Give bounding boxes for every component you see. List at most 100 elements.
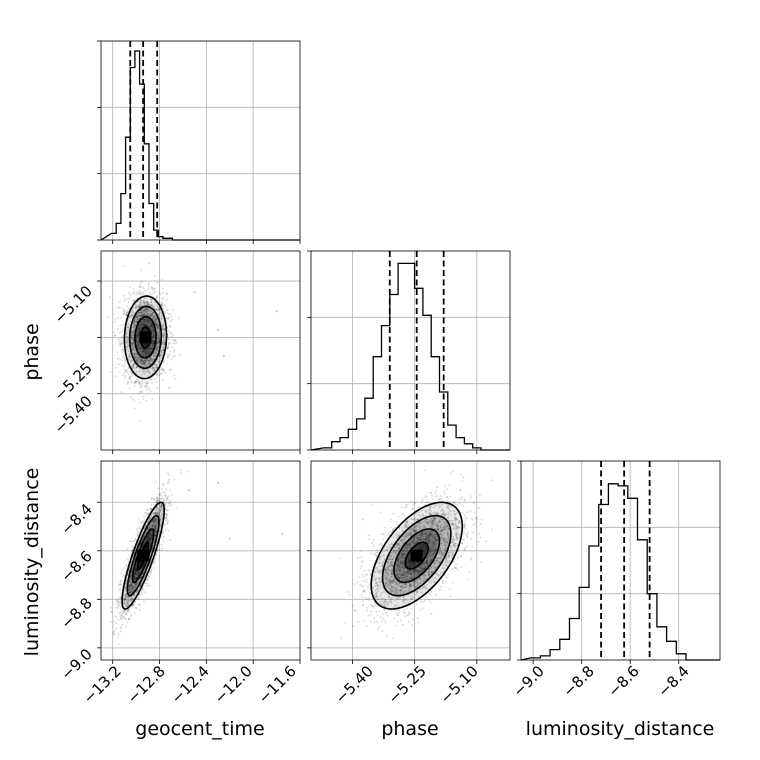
sample-point (138, 306, 141, 309)
sample-point (169, 489, 172, 492)
sample-point (127, 380, 129, 383)
sample-point (153, 291, 156, 294)
sample-point (124, 298, 127, 300)
sample-point (116, 363, 119, 366)
sample-point (142, 349, 145, 352)
sample-point (133, 291, 135, 294)
sample-point (135, 308, 137, 311)
sample-point (156, 348, 159, 351)
sample-point (116, 600, 118, 603)
sample-point (140, 591, 143, 594)
sample-point (133, 381, 136, 384)
sample-point (167, 329, 170, 332)
sample-point (155, 349, 158, 352)
sample-point (163, 343, 166, 345)
sample-point (126, 330, 129, 333)
sample-point (121, 359, 124, 361)
sample-point (156, 371, 159, 374)
sample-point (151, 317, 154, 320)
sample-point (140, 360, 143, 362)
sample-point (130, 396, 133, 398)
sample-point (133, 385, 136, 387)
sample-point (130, 375, 132, 378)
sample-point (163, 327, 166, 330)
sample-point (139, 269, 142, 272)
sample-point (153, 340, 156, 343)
sample-point (145, 512, 148, 515)
sample-point (135, 607, 138, 610)
sample-point (130, 540, 133, 543)
sample-point (137, 311, 140, 314)
sample-point (151, 360, 154, 363)
sample-point (156, 281, 159, 284)
sample-point (141, 390, 144, 393)
sample-point (165, 362, 168, 365)
sample-point (132, 292, 135, 295)
sample-point (162, 335, 165, 338)
sample-point (160, 350, 163, 353)
sample-point (120, 342, 123, 345)
sample-point (154, 308, 157, 311)
sample-point (136, 531, 139, 534)
sample-point (162, 368, 165, 371)
sample-point (147, 320, 150, 323)
sample-point (165, 309, 168, 312)
sample-point (135, 335, 138, 338)
sample-point (141, 348, 144, 351)
sample-point (193, 291, 196, 294)
sample-point (123, 264, 126, 267)
sample-point (145, 328, 148, 330)
sample-point (144, 311, 147, 314)
sample-point (138, 609, 141, 611)
sample-point (147, 303, 150, 306)
sample-point (144, 359, 147, 362)
sample-point (149, 507, 152, 510)
sample-point (143, 362, 146, 365)
sample-point (128, 617, 131, 620)
sample-point (163, 329, 166, 332)
sample-point (145, 386, 148, 389)
sample-point (162, 530, 164, 533)
sample-point (162, 540, 164, 543)
sample-point (123, 299, 126, 302)
sample-point (129, 358, 132, 361)
sample-point (165, 499, 168, 502)
sample-point (157, 333, 160, 336)
sample-point (154, 378, 156, 381)
sample-point (152, 377, 154, 380)
sample-point (161, 482, 164, 485)
sample-point (131, 348, 134, 351)
sample-point (122, 574, 125, 577)
sample-point (173, 478, 176, 481)
sample-point (116, 637, 119, 640)
sample-point (123, 372, 126, 375)
sample-point (127, 343, 130, 346)
sample-point (127, 326, 130, 329)
sample-point (136, 357, 139, 360)
sample-point (154, 323, 157, 326)
sample-point (135, 293, 138, 296)
sample-point (123, 356, 126, 359)
sample-point (138, 419, 141, 422)
sample-point (119, 587, 121, 590)
sample-point (136, 338, 138, 341)
sample-point (129, 294, 132, 297)
sample-point (167, 480, 170, 483)
sample-point (118, 611, 121, 614)
sample-point (126, 610, 129, 613)
sample-point (126, 558, 129, 561)
sample-point (128, 307, 131, 310)
sample-point (125, 565, 128, 568)
sample-point (148, 584, 151, 587)
sample-point (161, 331, 164, 334)
sample-point (147, 282, 150, 285)
sample-point (142, 347, 145, 350)
sample-point (146, 322, 149, 325)
sample-point (140, 380, 143, 383)
sample-point (139, 282, 142, 285)
sample-point (139, 383, 142, 386)
sample-point (108, 296, 111, 299)
sample-point (172, 342, 175, 345)
sample-point (165, 292, 168, 295)
sample-point (158, 373, 161, 376)
